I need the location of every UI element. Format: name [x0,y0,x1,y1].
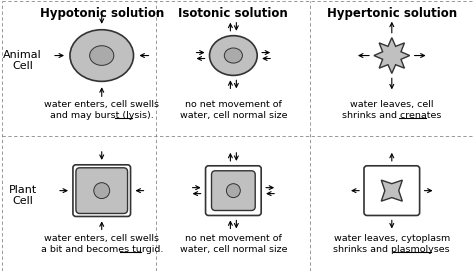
Text: shrinks and plasmolyses: shrinks and plasmolyses [334,245,450,254]
Polygon shape [381,180,402,201]
Text: a bit and becomes turgid.: a bit and becomes turgid. [41,245,163,254]
Ellipse shape [70,30,134,81]
Text: no net movement of: no net movement of [185,234,282,243]
Circle shape [227,184,240,197]
FancyBboxPatch shape [206,166,261,215]
FancyBboxPatch shape [76,168,128,214]
Text: water leaves, cell: water leaves, cell [350,100,434,109]
Text: water enters, cell swells: water enters, cell swells [44,100,159,109]
Ellipse shape [210,36,257,75]
Text: and may burst (lysis).: and may burst (lysis). [50,111,154,120]
Text: water, cell normal size: water, cell normal size [180,111,287,120]
Text: Plant
Cell: Plant Cell [9,185,37,206]
FancyBboxPatch shape [211,171,255,211]
Text: Hypotonic solution: Hypotonic solution [40,7,164,20]
Text: Animal
Cell: Animal Cell [3,50,42,71]
FancyBboxPatch shape [73,165,130,217]
Text: water, cell normal size: water, cell normal size [180,245,287,254]
Polygon shape [374,38,410,73]
Text: water enters, cell swells: water enters, cell swells [44,234,159,243]
FancyBboxPatch shape [364,166,419,215]
Text: no net movement of: no net movement of [185,100,282,109]
Text: water leaves, cytoplasm: water leaves, cytoplasm [334,234,450,243]
Text: shrinks and crenates: shrinks and crenates [342,111,441,120]
Text: Hypertonic solution: Hypertonic solution [327,7,457,20]
Ellipse shape [224,48,242,63]
Ellipse shape [90,46,114,65]
Text: Isotonic solution: Isotonic solution [179,7,288,20]
Circle shape [94,183,109,199]
